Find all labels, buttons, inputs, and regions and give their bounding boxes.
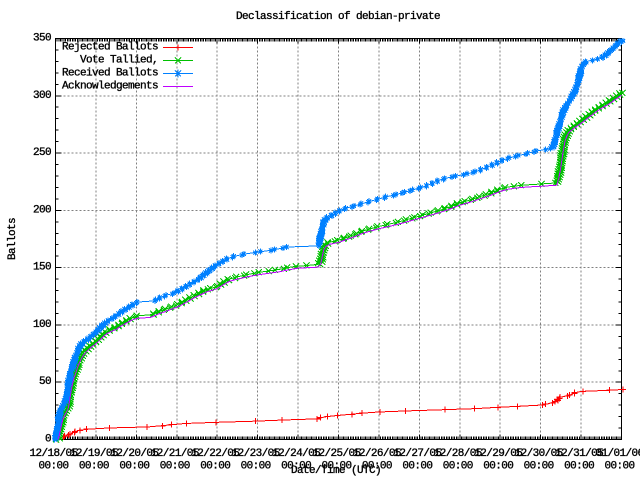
svg-text:12/18/05: 12/18/05 xyxy=(29,448,77,460)
svg-text:00:00: 00:00 xyxy=(483,461,513,473)
svg-text:150: 150 xyxy=(33,262,51,274)
svg-text:12/22/05: 12/22/05 xyxy=(191,448,239,460)
svg-text:Vote Tallied,: Vote Tallied, xyxy=(80,55,158,67)
svg-text:250: 250 xyxy=(33,147,51,159)
svg-text:12/28/05: 12/28/05 xyxy=(434,448,482,460)
svg-text:00:00: 00:00 xyxy=(38,461,68,473)
svg-text:350: 350 xyxy=(33,33,51,45)
svg-text:00:00: 00:00 xyxy=(362,461,392,473)
svg-text:Rejected Ballots: Rejected Ballots xyxy=(62,42,158,54)
svg-text:12/19/05: 12/19/05 xyxy=(70,448,118,460)
svg-text:01/01/06: 01/01/06 xyxy=(595,448,640,460)
svg-text:Date/Time (UTC): Date/Time (UTC) xyxy=(291,465,381,477)
svg-text:00:00: 00:00 xyxy=(524,461,554,473)
svg-text:12/27/05: 12/27/05 xyxy=(393,448,441,460)
svg-text:12/31/05: 12/31/05 xyxy=(555,448,603,460)
svg-text:00:00: 00:00 xyxy=(281,461,311,473)
svg-text:Ballots: Ballots xyxy=(7,218,19,260)
svg-text:00:00: 00:00 xyxy=(402,461,432,473)
svg-text:00:00: 00:00 xyxy=(200,461,230,473)
svg-text:00:00: 00:00 xyxy=(241,461,271,473)
svg-text:0: 0 xyxy=(45,434,51,446)
svg-text:00:00: 00:00 xyxy=(119,461,149,473)
svg-text:00:00: 00:00 xyxy=(604,461,634,473)
svg-text:12/30/05: 12/30/05 xyxy=(515,448,563,460)
svg-text:00:00: 00:00 xyxy=(564,461,594,473)
svg-text:100: 100 xyxy=(33,319,51,331)
svg-text:00:00: 00:00 xyxy=(160,461,190,473)
svg-text:300: 300 xyxy=(33,90,51,102)
svg-text:12/29/05: 12/29/05 xyxy=(474,448,522,460)
svg-text:Declassification of debian-pri: Declassification of debian-private xyxy=(236,11,440,23)
svg-text:12/21/05: 12/21/05 xyxy=(151,448,199,460)
svg-text:Received Ballots: Received Ballots xyxy=(62,68,158,80)
svg-text:00:00: 00:00 xyxy=(321,461,351,473)
svg-text:12/24/05: 12/24/05 xyxy=(272,448,320,460)
svg-text:200: 200 xyxy=(33,204,51,216)
svg-text:12/20/05: 12/20/05 xyxy=(110,448,158,460)
svg-text:12/23/05: 12/23/05 xyxy=(232,448,280,460)
svg-text:00:00: 00:00 xyxy=(79,461,109,473)
svg-text:Acknowledgements: Acknowledgements xyxy=(62,81,158,93)
svg-text:50: 50 xyxy=(39,376,51,388)
svg-text:12/26/05: 12/26/05 xyxy=(353,448,401,460)
svg-text:00:00: 00:00 xyxy=(443,461,473,473)
svg-text:12/25/05: 12/25/05 xyxy=(312,448,360,460)
